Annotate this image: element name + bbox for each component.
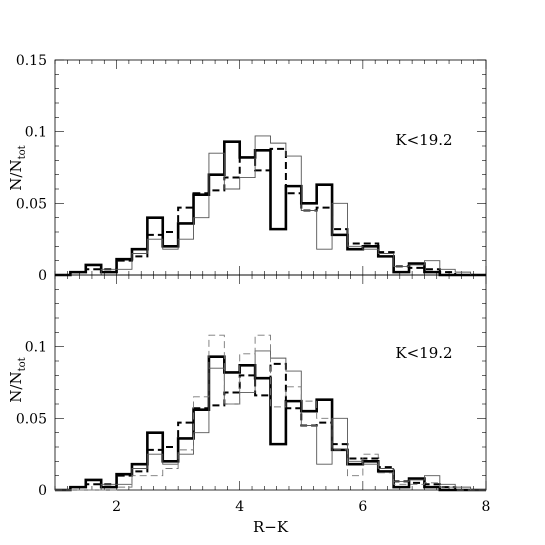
y-axis-label-main: N/N (7, 371, 25, 402)
y-tick-label: 0.05 (16, 411, 47, 427)
y-axis-label-main: N/N (7, 159, 25, 190)
panel-bottom: 0 0.05 0.1 2 4 6 8 R−K N/Ntot K<19.2 (7, 274, 491, 536)
y-axis-label-sub: tot (17, 357, 28, 371)
x-tick-label: 2 (112, 499, 121, 515)
histogram-thin-solid-series (55, 135, 486, 276)
x-tick-label: 4 (235, 499, 244, 515)
x-tick-label: 8 (482, 499, 491, 515)
x-tick-label: 6 (358, 499, 367, 515)
y-tick-label: 0.15 (16, 53, 47, 69)
histogram-thick-solid-series (55, 140, 486, 277)
y-tick-label: 0 (38, 268, 47, 284)
y-axis-label-sub: tot (17, 145, 28, 159)
y-tick-label: 0.1 (25, 340, 47, 356)
y-tick-label: 0 (38, 483, 47, 499)
y-tick-label: 0.05 (16, 196, 47, 212)
y-tick-label: 0.1 (25, 125, 47, 141)
histogram-thin-dashed-series (55, 334, 486, 491)
panel-top: 0 0.05 0.1 0.15 N/Ntot K<19.2 (7, 53, 487, 284)
histogram-thin-solid-series (55, 350, 486, 491)
y-axis-label: N/Ntot (7, 357, 28, 402)
plot-frame (54, 274, 487, 491)
panel-annotation: K<19.2 (395, 344, 452, 362)
x-axis-label: R−K (253, 518, 289, 536)
panel-annotation: K<19.2 (395, 131, 452, 149)
histogram-thick-solid-series (55, 355, 486, 492)
y-axis-label: N/Ntot (7, 145, 28, 190)
